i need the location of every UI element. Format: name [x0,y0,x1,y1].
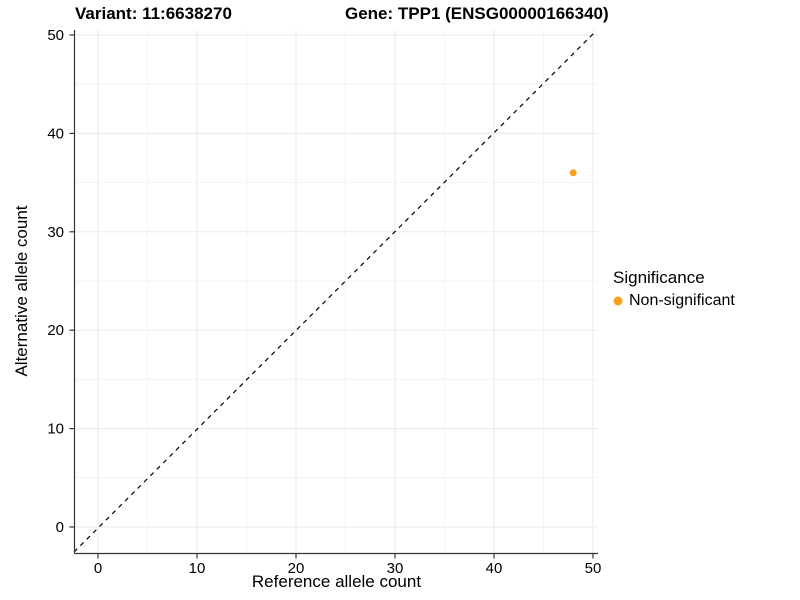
data-point [569,169,577,177]
y-tick-label: 10 [47,421,64,438]
tick-marks [69,34,594,559]
x-tick-label: 40 [486,560,503,577]
x-tick-label: 30 [387,560,404,577]
legend-title: Significance [613,268,705,287]
y-tick-label: 40 [47,126,64,143]
x-tick-label: 0 [94,560,102,577]
y-tick-label: 30 [47,224,64,241]
identity-dashed-line [73,30,597,553]
y-tick-label: 20 [47,322,64,339]
grid-major [74,30,598,554]
x-tick-label: 50 [585,560,602,577]
x-tick-labels: 0 10 20 30 40 50 [94,560,602,577]
grid-minor [74,30,598,554]
legend-item: Non-significant [612,292,735,310]
variant-title: Variant: 11:6638270 [75,4,232,23]
legend-point-swatch [613,296,623,306]
gene-title: Gene: TPP1 (ENSG00000166340) [345,4,609,23]
y-tick-labels: 0 10 20 30 40 50 [47,27,64,536]
y-tick-label: 50 [47,27,64,44]
x-tick-label: 20 [288,560,305,577]
legend-item-label: Non-significant [629,292,735,309]
orange-dot-icon [613,296,623,306]
x-tick-label: 10 [189,560,206,577]
y-tick-label: 0 [56,519,64,536]
x-axis-title: Reference allele count [251,572,422,591]
axis-lines [73,30,598,555]
y-axis-title: Alternative allele count [12,205,31,377]
